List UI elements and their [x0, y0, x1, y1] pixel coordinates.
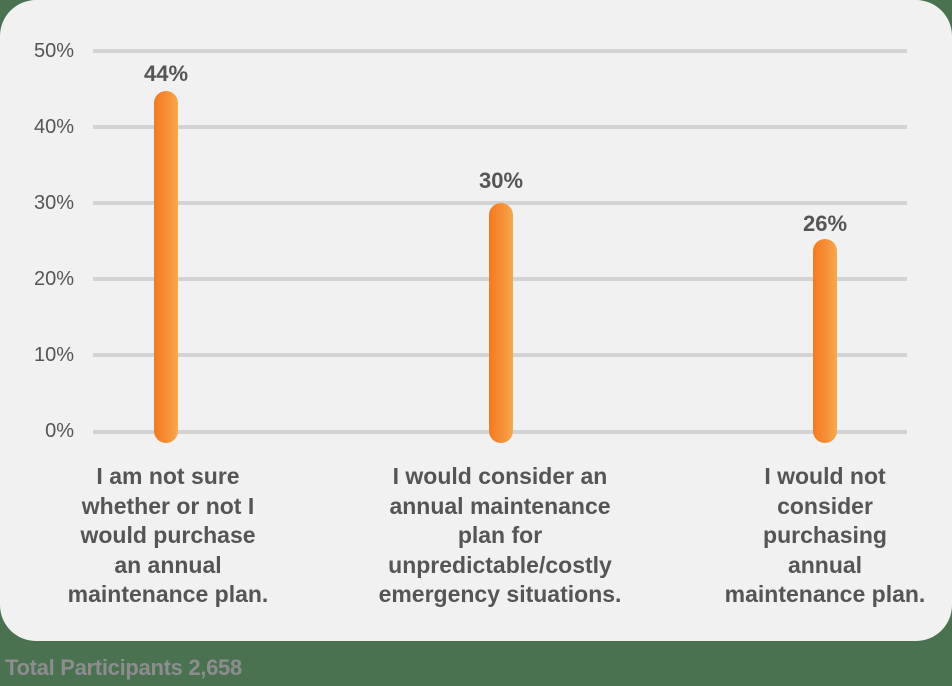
bar-value-label: 30% [478, 168, 524, 193]
chart-card: 50% 40% 30% 20% 10% 0% 44% I am not sure… [0, 0, 952, 641]
category-label: I would not consider purchasing annual m… [724, 463, 926, 607]
category-label: I would consider an annual maintenance p… [378, 463, 622, 607]
bar-not-sure [154, 91, 178, 443]
y-tick-label: 50% [33, 40, 74, 62]
y-tick-label: 40% [33, 116, 74, 138]
y-tick-label: 20% [33, 268, 74, 290]
y-tick-label: 0% [45, 420, 74, 442]
y-tick-label: 30% [33, 192, 74, 214]
category-label: I am not sure whether or not I would pur… [67, 463, 269, 607]
gridline-40 [93, 125, 907, 129]
bar-would-not-consider [813, 239, 837, 443]
total-participants-label: Total Participants 2,658 [5, 655, 242, 680]
gridline-50 [93, 49, 907, 53]
bar-would-consider [489, 203, 513, 443]
y-tick-label: 10% [33, 344, 74, 366]
bar-value-label: 44% [143, 61, 189, 86]
bar-value-label: 26% [802, 211, 848, 236]
